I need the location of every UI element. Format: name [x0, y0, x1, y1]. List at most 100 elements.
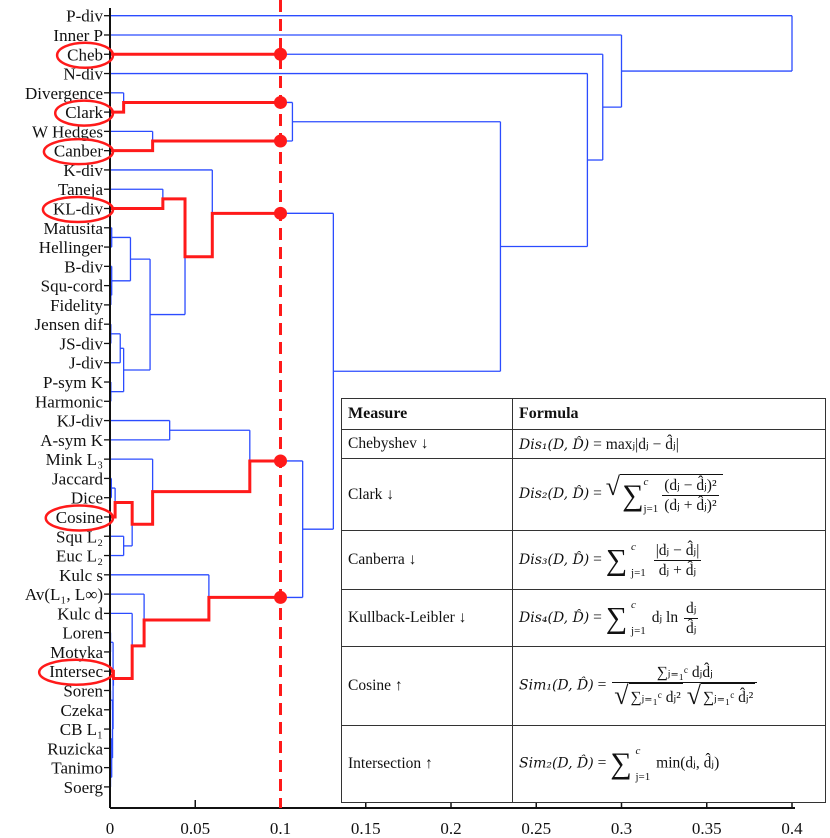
sum-symbol: ∑ [605, 543, 628, 576]
leaf-label: KJ-div [57, 412, 104, 431]
denominator: (dⱼ + d̂ⱼ)² [664, 497, 717, 514]
leaf-label: P-div [66, 7, 103, 26]
measures-table: Measure Formula Chebyshev ↓ Dis₁(D, D̂) … [341, 398, 826, 803]
x-tick-label: 0.1 [270, 819, 291, 838]
formula: Dis₄(D, D̂) = ∑ c j=1 dⱼ ln dⱼ d̂ⱼ [512, 589, 826, 647]
sum-upper: c [631, 540, 636, 553]
leaf-label: B-div [64, 257, 103, 276]
x-tick-label: 0.3 [611, 819, 632, 838]
highlight-paths [110, 52, 281, 680]
highlight-path [110, 197, 281, 259]
leaf-label: Czeka [61, 701, 104, 720]
formula: Dis₃(D, D̂) = ∑ c j=1 |dⱼ − d̂ⱼ| dⱼ + d̂ⱼ [512, 530, 826, 590]
highlight-path [110, 595, 281, 680]
formula-eq: = [597, 754, 607, 772]
numerator: dⱼ [683, 599, 699, 619]
x-tick-label: 0.2 [440, 819, 461, 838]
x-tick-label: 0.15 [351, 819, 381, 838]
formula: Sim₁(D, D̂) = ∑ⱼ₌₁ᶜ dⱼd̂ⱼ √ ∑ⱼ₌₁ᶜ dⱼ² √ ∑ⱼ… [512, 646, 826, 726]
highlight-ellipse [42, 137, 115, 166]
leaf-label: N-div [63, 65, 103, 84]
measure-name: Cosine ↑ [341, 646, 513, 726]
cutoff-dot [274, 206, 287, 220]
numerator: |dⱼ − d̂ⱼ| [653, 541, 702, 561]
formula: Dis₁(D, D̂) = maxⱼ|dⱼ − d̂ⱼ| [512, 429, 826, 459]
leaf-label: Divergence [25, 84, 103, 103]
leaf-label: J-div [69, 354, 104, 373]
leaf-label: Clark [65, 103, 103, 122]
sum-lower: j=1 [635, 771, 651, 783]
sum-upper: c [643, 476, 649, 489]
formula-eq: = [597, 676, 607, 694]
highlight-ellipse [44, 504, 115, 532]
measure-name: Kullback-Leibler ↓ [341, 589, 513, 647]
leaf-label: JS-div [60, 334, 104, 353]
formula-eq: = [593, 485, 602, 503]
highlight-ellipse [55, 41, 115, 70]
sum-symbol: ∑ [622, 478, 644, 512]
cutoff-dot [274, 590, 287, 604]
leaf-label: K-div [63, 161, 103, 180]
axes: 0 0.05 0.1 0.15 0.2 0.25 0.3 0.35 0.4 [104, 8, 803, 838]
formula-lhs: Dis₁(D, D̂) [519, 436, 590, 453]
formula-lhs: Dis₄(D, D̂) [519, 609, 590, 626]
highlight-ellipse [37, 658, 115, 686]
leaf-label: Harmonic [35, 392, 103, 411]
leaf-label: Jensen dif [35, 315, 104, 334]
formula-expr: maxⱼ|dⱼ − d̂ⱼ| [605, 435, 679, 453]
leaf-label: Av(L₁, L∞) [25, 585, 103, 604]
leaf-label: Intersec [49, 662, 103, 681]
cutoff-dot [274, 454, 287, 468]
highlight-ellipse [53, 99, 115, 127]
highlight-ellipses [37, 41, 115, 686]
leaf-label: Inner P [53, 26, 103, 45]
leaf-label: A-sym K [40, 431, 104, 450]
leaf-label: Cosine [56, 508, 103, 527]
highlight-path [110, 459, 281, 526]
table-row: Intersection ↑ Sim₂(D, D̂) = ∑ c j=1 min(… [341, 725, 826, 803]
header-measure: Measure [341, 398, 513, 430]
leaf-label: Squ-cord [41, 277, 104, 296]
leaf-label: Dice [71, 489, 103, 508]
leaf-label: Soerg [64, 778, 104, 797]
sum-upper: c [635, 744, 641, 757]
dendrogram-links [109, 15, 793, 788]
highlight-path [110, 100, 281, 114]
sum-symbol: ∑ [610, 747, 632, 780]
sum-upper: c [631, 598, 636, 611]
denominator: dⱼ + d̂ⱼ [658, 561, 697, 579]
numerator: (dⱼ − d̂ⱼ)² [662, 477, 719, 496]
table-row: Canberra ↓ Dis₃(D, D̂) = ∑ c j=1 |dⱼ − d̂… [341, 530, 826, 590]
x-tick-label: 0.35 [692, 819, 722, 838]
table-row: Cosine ↑ Sim₁(D, D̂) = ∑ⱼ₌₁ᶜ dⱼd̂ⱼ √ ∑ⱼ₌₁… [341, 646, 826, 726]
leaf-label: Motyka [50, 643, 103, 662]
formula-lhs: Dis₃(D, D̂) [519, 551, 590, 568]
leaf-label: Mink L₃ [46, 450, 103, 469]
x-tick-label: 0 [106, 819, 115, 838]
leaf-label: Kulc d [57, 604, 103, 623]
leaf-label: P-sym K [43, 373, 104, 392]
sum-lower: j=1 [643, 502, 659, 515]
denominator: d̂ⱼ [685, 619, 697, 637]
leaf-label: CB L₁ [60, 720, 103, 739]
table-header-row: Measure Formula [341, 398, 826, 430]
leaf-label: Squ L₂ [56, 527, 103, 546]
table-row: Kullback-Leibler ↓ Dis₄(D, D̂) = ∑ c j=1 … [341, 589, 826, 647]
highlight-ellipse [41, 195, 115, 224]
leaf-label: Ruzicka [47, 739, 103, 758]
formula: Sim₂(D, D̂) = ∑ c j=1 min(dⱼ, d̂ⱼ) [512, 725, 826, 803]
leaf-label: KL-div [53, 200, 104, 219]
sum-lower: j=1 [631, 625, 646, 637]
leaf-label: Taneja [58, 180, 104, 199]
leaf-label: Loren [62, 624, 103, 643]
leaf-label: Soren [63, 682, 103, 701]
highlight-path [110, 139, 281, 153]
x-tick-label: 0.4 [781, 819, 803, 838]
formula: Dis₂(D, D̂) = √ ∑ c j=1 (dⱼ − d̂ⱼ)² (dⱼ + … [512, 458, 826, 531]
leaf-label: Jaccard [52, 469, 103, 488]
table-row: Clark ↓ Dis₂(D, D̂) = √ ∑ c j=1 (dⱼ − d̂ⱼ… [341, 458, 826, 531]
leaf-label: W Hedges [32, 122, 103, 141]
formula-expr: min(dⱼ, d̂ⱼ) [656, 754, 720, 772]
